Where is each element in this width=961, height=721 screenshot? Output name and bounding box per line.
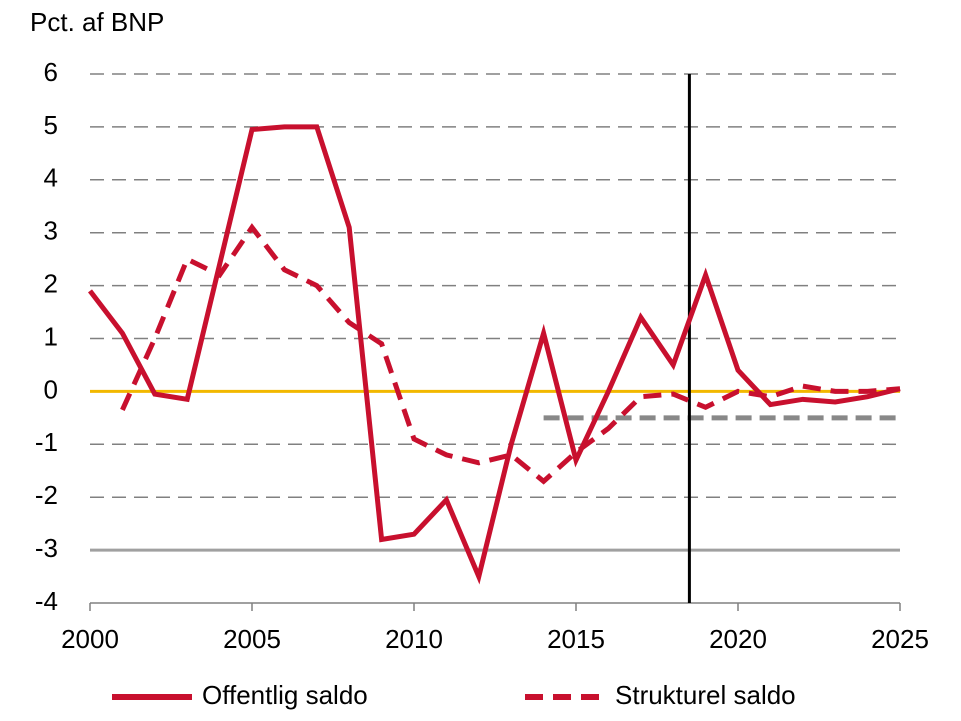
legend-label: Strukturel saldo <box>615 680 796 710</box>
x-tick-label: 2010 <box>385 624 443 654</box>
y-tick-label: 2 <box>44 268 58 298</box>
y-tick-label: 1 <box>44 321 58 351</box>
x-tick-label: 2025 <box>871 624 929 654</box>
x-tick-label: 2005 <box>223 624 281 654</box>
x-tick-label: 2015 <box>547 624 605 654</box>
y-tick-label: -3 <box>35 533 58 563</box>
y-tick-label: 0 <box>44 374 58 404</box>
line-series <box>120 223 901 485</box>
line-series <box>88 124 901 585</box>
y-tick-label: 4 <box>44 163 58 193</box>
legend-label: Offentlig saldo <box>202 680 368 710</box>
y-axis-label: Pct. af BNP <box>30 7 164 37</box>
y-tick-label: 5 <box>44 110 58 140</box>
x-tick-label: 2000 <box>61 624 119 654</box>
y-tick-label: 6 <box>44 57 58 87</box>
y-tick-label: -1 <box>35 427 58 457</box>
y-tick-label: -4 <box>35 586 58 616</box>
y-tick-label: -2 <box>35 480 58 510</box>
y-tick-label: 3 <box>44 216 58 246</box>
x-tick-label: 2020 <box>709 624 767 654</box>
